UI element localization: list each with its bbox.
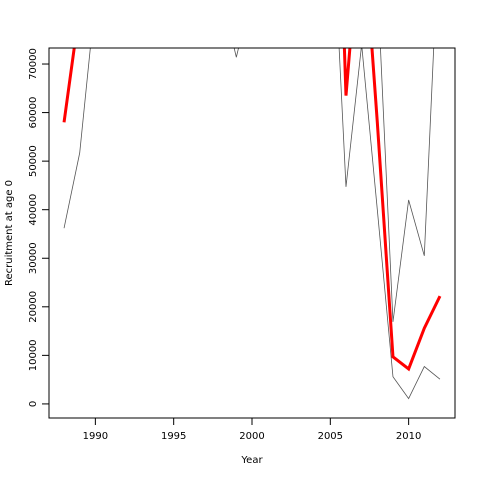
x-tick-label: 1990 [83, 431, 108, 442]
x-tick-label: 1995 [161, 431, 186, 442]
plot-area [62, 48, 442, 400]
y-tick-label: 70000 [28, 48, 39, 80]
series-line [62, 48, 442, 372]
x-tick-label: 2005 [318, 431, 343, 442]
y-axis-label: Recruitment at age 0 [4, 180, 15, 286]
x-axis-label: Year [240, 455, 263, 466]
y-tick-label: 10000 [28, 339, 39, 371]
y-tick-label: 60000 [28, 97, 39, 129]
y-tick-label: 30000 [28, 242, 39, 274]
y-tick-label: 20000 [28, 291, 39, 323]
x-tick-label: 2000 [239, 431, 264, 442]
x-tick-label: 2010 [396, 431, 421, 442]
y-tick-label: 0 [28, 401, 39, 407]
y-tick-label: 50000 [28, 145, 39, 177]
series-line [63, 48, 441, 400]
y-tick-label: 40000 [28, 194, 39, 226]
